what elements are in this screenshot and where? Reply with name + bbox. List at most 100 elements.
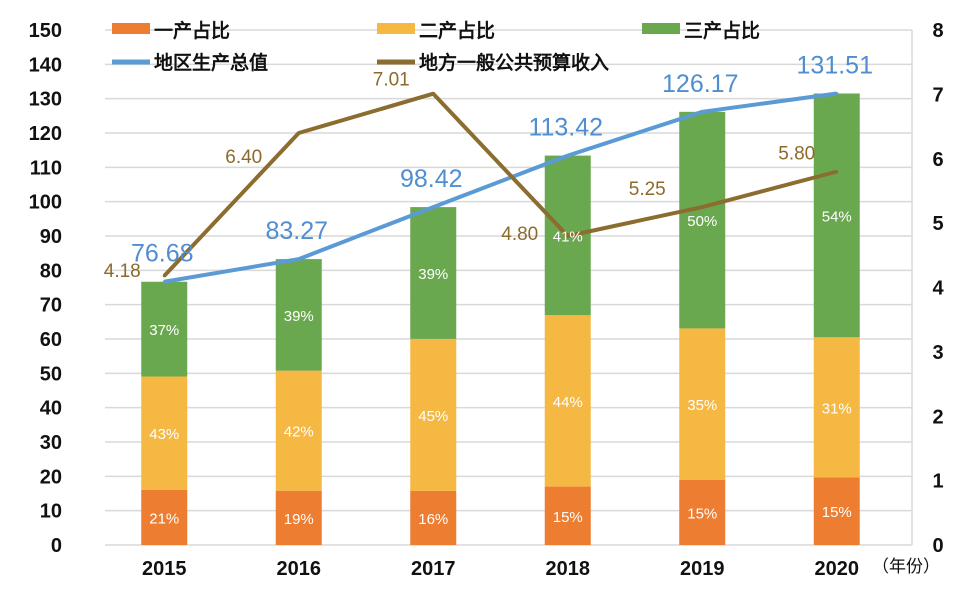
- line-value-label: 5.25: [629, 179, 666, 200]
- right-tick-label: 5: [932, 213, 943, 235]
- x-tick-label: 2020: [815, 558, 860, 580]
- bar-percent-label: 41%: [553, 228, 583, 245]
- bar-percent-label: 19%: [284, 511, 314, 528]
- legend-swatch: [377, 23, 415, 34]
- bar-segment: [275, 259, 322, 371]
- bar-percent-label: 15%: [687, 506, 717, 523]
- line-value-label: 4.80: [501, 224, 538, 245]
- bar-segment: [141, 489, 188, 545]
- bars: [141, 93, 860, 545]
- lines: [162, 91, 839, 284]
- legend-label: 一产占比: [154, 19, 230, 42]
- bar-segment: [813, 337, 860, 478]
- data-labels: 21% 43% 37% 19% 42% 39% 16% 45% 39% 15% 44% 41% 15% 3…: [104, 51, 873, 527]
- bar-segment: [813, 477, 860, 545]
- left-tick-label: 80: [40, 260, 62, 282]
- bar-percent-label: 21%: [149, 510, 179, 527]
- right-tick-label: 8: [932, 20, 943, 42]
- bar-percent-label: 44%: [553, 394, 583, 411]
- left-tick-label: 10: [40, 501, 62, 523]
- line-value-label: 76.68: [131, 240, 194, 268]
- left-tick-label: 70: [40, 295, 62, 317]
- bar-segment: [410, 490, 457, 545]
- x-tick-label: 2018: [546, 558, 591, 580]
- left-tick-label: 0: [51, 535, 62, 557]
- legend-label: 二产占比: [419, 19, 495, 42]
- bar-segment: [679, 480, 726, 545]
- bar-segment: [679, 111, 726, 329]
- left-tick-label: 50: [40, 363, 62, 385]
- bar-percent-label: 39%: [418, 266, 448, 283]
- bar-percent-label: 42%: [284, 424, 314, 441]
- line-value-label: 6.40: [225, 147, 262, 168]
- line-value-label: 98.42: [400, 165, 463, 193]
- line-point: [162, 274, 166, 278]
- line-value-label: 126.17: [662, 70, 738, 98]
- left-tick-label: 110: [30, 157, 62, 179]
- legend-label: 三产占比: [684, 19, 760, 42]
- x-tick-label: 2015: [142, 558, 187, 580]
- right-tick-label: 2: [932, 406, 943, 428]
- left-tick-label: 100: [29, 192, 62, 214]
- left-tick-label: 40: [40, 398, 62, 420]
- line-point: [162, 280, 166, 284]
- bar-percent-label: 43%: [149, 426, 179, 443]
- line-series: [163, 91, 838, 284]
- line-point: [297, 131, 301, 135]
- line-value-label: 113.42: [528, 114, 603, 142]
- line-value-label: 131.51: [797, 51, 873, 79]
- bar-percent-label: 39%: [284, 308, 314, 325]
- left-tick-label: 20: [40, 466, 62, 488]
- x-tick-label: 2019: [680, 558, 725, 580]
- bar-percent-label: 50%: [687, 213, 717, 230]
- bar-segment: [275, 490, 322, 545]
- bar-percent-label: 16%: [418, 511, 448, 528]
- line-series: [162, 91, 838, 278]
- line-value-label: 5.80: [778, 144, 815, 165]
- line-point: [566, 234, 570, 238]
- left-tick-label: 150: [29, 20, 62, 42]
- bar-percent-label: 45%: [418, 408, 448, 425]
- bar-percent-label: 37%: [149, 322, 179, 339]
- bar-segment: [813, 93, 860, 338]
- gridlines: [105, 29, 913, 546]
- line-point: [297, 257, 301, 261]
- bar-percent-label: 15%: [822, 504, 852, 521]
- bar-segment: [275, 370, 322, 491]
- line-point: [835, 170, 839, 174]
- x-unit-label: （年份）: [872, 557, 940, 577]
- bar-percent-label: 31%: [822, 400, 852, 417]
- left-tick-label: 120: [29, 123, 62, 145]
- right-tick-label: 7: [932, 84, 943, 106]
- x-tick-label: 2016: [277, 558, 322, 580]
- bar-percent-label: 54%: [822, 208, 852, 225]
- left-tick-label: 30: [40, 432, 62, 454]
- bar-segment: [410, 338, 457, 491]
- x-tick-label: 2017: [411, 558, 456, 580]
- line-point: [431, 205, 435, 209]
- line-value-label: 83.27: [265, 217, 328, 245]
- left-tick-label: 140: [29, 54, 62, 76]
- line-point: [566, 154, 570, 158]
- legend-label: 地方一般公共预算收入: [419, 51, 609, 74]
- bar-segment: [679, 328, 726, 481]
- axes: 0102030405060708090100110120130140150012…: [29, 20, 945, 580]
- legend-swatch: [112, 23, 150, 34]
- right-tick-label: 3: [932, 342, 943, 364]
- legend-swatch: [642, 23, 680, 34]
- bar-segment: [141, 376, 188, 490]
- line-value-label: 4.18: [104, 261, 141, 282]
- left-tick-label: 90: [40, 226, 62, 248]
- bar-segment: [544, 486, 591, 545]
- left-tick-label: 60: [40, 329, 62, 351]
- right-tick-label: 1: [932, 471, 943, 493]
- bar-percent-label: 35%: [687, 397, 717, 414]
- line-value-label: 7.01: [373, 70, 410, 91]
- line-point: [700, 110, 704, 114]
- right-tick-label: 4: [932, 278, 944, 300]
- bar-segment: [544, 315, 591, 487]
- legend-label: 地区生产总值: [154, 51, 268, 74]
- right-tick-label: 6: [932, 149, 943, 171]
